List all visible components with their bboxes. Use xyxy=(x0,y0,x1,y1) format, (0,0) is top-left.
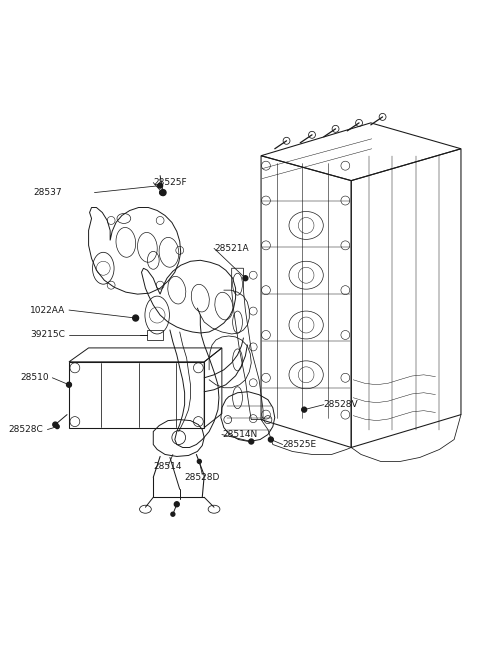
Circle shape xyxy=(53,422,58,427)
Circle shape xyxy=(197,459,201,464)
Circle shape xyxy=(171,512,175,516)
Circle shape xyxy=(158,183,163,188)
Text: 39215C: 39215C xyxy=(30,331,65,339)
Text: 28528D: 28528D xyxy=(185,473,220,482)
Text: 28525E: 28525E xyxy=(283,440,317,449)
Text: 28525F: 28525F xyxy=(153,178,187,187)
Text: 1022AA: 1022AA xyxy=(30,306,65,314)
Circle shape xyxy=(249,439,254,444)
Bar xyxy=(147,330,163,340)
Text: 28510: 28510 xyxy=(21,373,49,383)
Circle shape xyxy=(174,502,179,507)
Circle shape xyxy=(243,276,248,281)
Text: 28514: 28514 xyxy=(154,462,182,471)
Circle shape xyxy=(67,383,72,387)
Circle shape xyxy=(160,190,165,195)
Text: 28537: 28537 xyxy=(34,188,62,197)
Circle shape xyxy=(302,407,307,412)
Text: 28514N: 28514N xyxy=(222,430,257,439)
Circle shape xyxy=(55,424,59,428)
Circle shape xyxy=(160,189,166,196)
Text: 28528V: 28528V xyxy=(324,400,359,409)
Circle shape xyxy=(268,437,273,442)
Text: 28521A: 28521A xyxy=(214,244,249,253)
Circle shape xyxy=(132,315,139,321)
Text: 28528C: 28528C xyxy=(9,425,44,434)
